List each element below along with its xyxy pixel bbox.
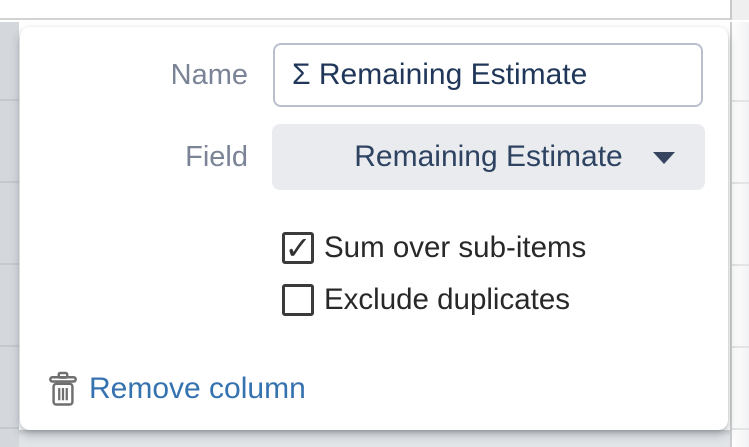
name-input[interactable] [273,43,703,107]
row-divider [732,182,749,184]
exclude-duplicates-checkbox[interactable] [282,283,314,316]
checkmark-icon: ✓ [284,229,312,266]
remove-column-label: Remove column [89,372,306,405]
sum-over-subitems-checkbox-row[interactable]: ✓ Sum over sub-items [282,231,586,264]
column-settings-popup: Name Field Remaining Estimate ✓ Sum over… [20,27,728,430]
row-divider [0,427,19,429]
checkbox-label: Sum over sub-items [324,230,587,264]
row-divider [0,345,19,347]
trash-icon [49,371,77,406]
field-label: Field [185,140,248,173]
name-label: Name [170,58,248,91]
row-divider [0,99,19,101]
remove-column-link[interactable]: Remove column [47,370,306,408]
background-table-header [0,0,749,20]
exclude-duplicates-checkbox-row[interactable]: Exclude duplicates [282,283,570,316]
sum-over-subitems-checkbox[interactable]: ✓ [282,229,314,266]
row-divider [732,264,749,266]
background-table-left-column [0,22,19,447]
background-table-rows [19,430,730,447]
chevron-down-icon [653,152,675,164]
row-divider [732,428,749,430]
checkbox-label: Exclude duplicates [324,282,570,316]
field-dropdown[interactable]: Remaining Estimate [272,124,705,190]
row-divider [732,100,749,102]
row-divider [0,181,19,183]
row-divider [732,346,749,348]
field-dropdown-value: Remaining Estimate [354,140,623,173]
background-table-right-column [730,22,749,447]
background-table-header-corner [730,0,749,20]
row-divider [0,263,19,265]
